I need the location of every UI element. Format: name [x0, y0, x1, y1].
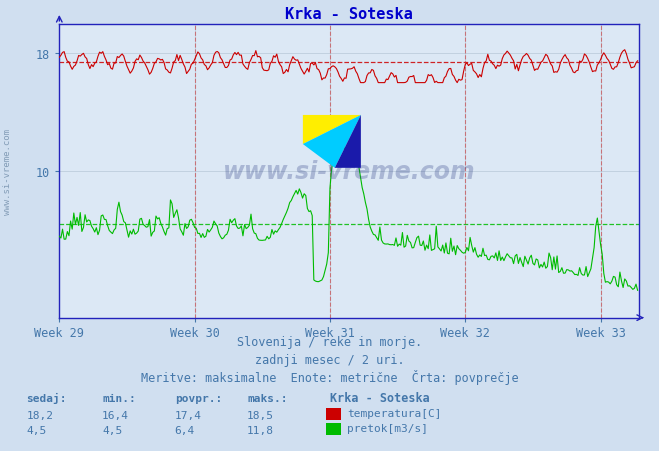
Text: 18,2: 18,2 — [26, 410, 53, 420]
Text: 4,5: 4,5 — [26, 425, 47, 435]
Title: Krka - Soteska: Krka - Soteska — [285, 7, 413, 22]
Text: Meritve: maksimalne  Enote: metrične  Črta: povprečje: Meritve: maksimalne Enote: metrične Črta… — [140, 369, 519, 384]
Text: 11,8: 11,8 — [247, 425, 274, 435]
Text: pretok[m3/s]: pretok[m3/s] — [347, 423, 428, 433]
Text: povpr.:: povpr.: — [175, 393, 222, 403]
Polygon shape — [303, 115, 361, 168]
Polygon shape — [303, 115, 361, 145]
Text: sedaj:: sedaj: — [26, 392, 67, 403]
Text: www.si-vreme.com: www.si-vreme.com — [3, 129, 13, 214]
Text: maks.:: maks.: — [247, 393, 287, 403]
Text: 18,5: 18,5 — [247, 410, 274, 420]
Text: Krka - Soteska: Krka - Soteska — [330, 391, 429, 405]
Text: min.:: min.: — [102, 393, 136, 403]
Text: 17,4: 17,4 — [175, 410, 202, 420]
Polygon shape — [335, 115, 361, 168]
Text: temperatura[C]: temperatura[C] — [347, 408, 442, 418]
Text: 6,4: 6,4 — [175, 425, 195, 435]
Text: Slovenija / reke in morje.: Slovenija / reke in morje. — [237, 335, 422, 348]
Text: 16,4: 16,4 — [102, 410, 129, 420]
Text: zadnji mesec / 2 uri.: zadnji mesec / 2 uri. — [254, 353, 405, 366]
Text: 4,5: 4,5 — [102, 425, 123, 435]
Text: www.si-vreme.com: www.si-vreme.com — [223, 159, 476, 184]
